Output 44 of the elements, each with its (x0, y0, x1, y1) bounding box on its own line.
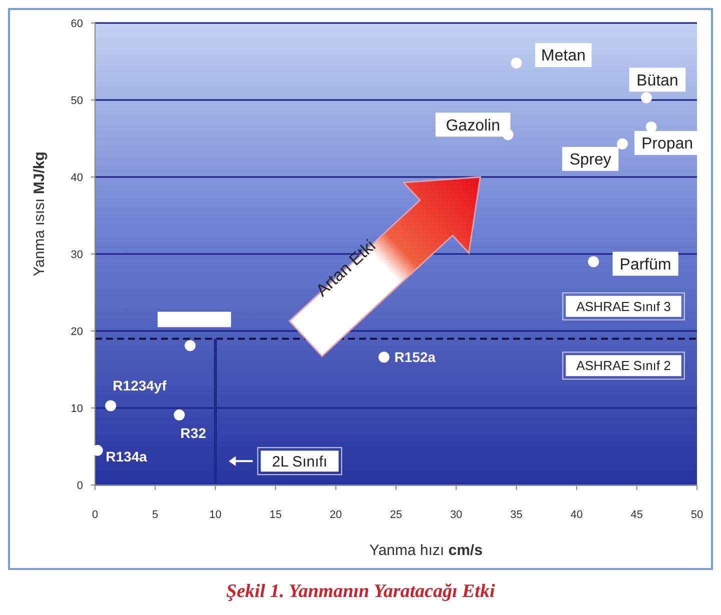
y-axis-title: Yanma ısısı MJ/kg (31, 152, 48, 276)
point (510, 58, 522, 69)
x-tick-label: 30 (450, 509, 462, 521)
point (640, 92, 652, 104)
point (105, 400, 116, 412)
annotation: 2L Sınıfı (272, 453, 328, 470)
annotation: ASHRAE Sınıf 2 (576, 358, 671, 374)
point (502, 129, 514, 140)
x-tick-label: 45 (630, 509, 643, 521)
annotation: Parfüm (620, 256, 672, 274)
y-tick-label: 30 (70, 248, 83, 261)
x-tick-label: 50 (690, 509, 704, 521)
point (378, 352, 390, 363)
x-tick-label: 0 (92, 509, 98, 521)
point (588, 256, 599, 268)
x-tick-label: 10 (209, 509, 222, 521)
y-tick-label: 20 (70, 326, 83, 338)
y-tick-label: 40 (70, 172, 83, 184)
x-tick-label: 15 (269, 509, 282, 521)
annotation: R1234yf (112, 378, 167, 394)
annotation: Bütan (636, 72, 678, 90)
x-axis-title: Yanma hızı cm/s (369, 542, 483, 559)
point (616, 138, 628, 150)
x-tick-label: 5 (152, 509, 158, 521)
text: Şekil 1. Yanmanın Yaratacağı Etki (226, 581, 496, 602)
annotation: Sprey (569, 151, 612, 168)
annotation: R134a (106, 448, 148, 464)
y-tick-label: 10 (70, 402, 83, 415)
y-tick-label: 0 (76, 480, 83, 492)
y-tick-label: 50 (70, 94, 83, 107)
annotation: R152a (394, 349, 436, 366)
annotation: ASHRAE Sınıf 3 (576, 298, 671, 314)
x-tick-label: 25 (390, 509, 402, 521)
x-tick-label: 20 (330, 509, 342, 521)
point (184, 340, 196, 352)
annotation: Metan (541, 48, 586, 65)
point (174, 409, 185, 420)
annotation: Propan (641, 136, 694, 153)
x-tick-label: 40 (570, 509, 583, 521)
annotation: Gazolin (446, 117, 500, 134)
y-tick-label: 60 (70, 18, 83, 30)
x-tick-label: 35 (510, 509, 523, 521)
point (646, 121, 657, 132)
annotation: R32 (180, 424, 206, 441)
